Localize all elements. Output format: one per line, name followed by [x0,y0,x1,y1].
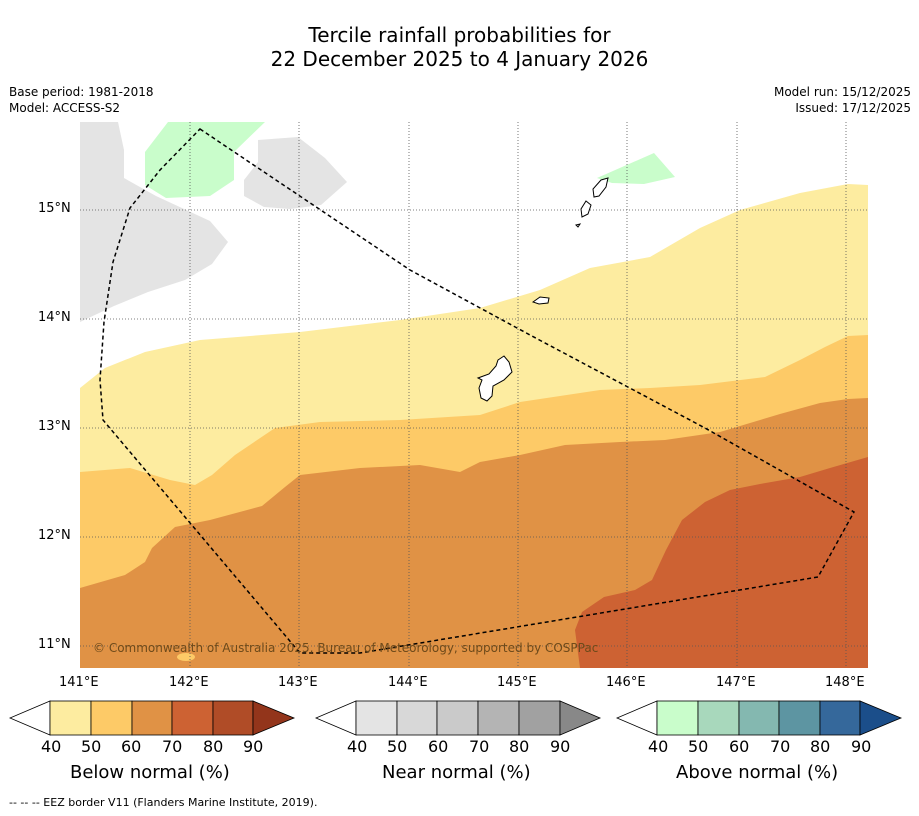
colorbar-below-cell [171,700,214,736]
colorbar-below-high-triangle [252,700,296,736]
colorbar-below-tick: 40 [41,737,62,756]
colorbar-above-tick: 50 [688,737,709,756]
colorbar-below-cell [49,700,92,736]
model-run-label: Model run: 15/12/2025 [773,85,911,99]
colorbar-below-cell [131,700,173,736]
colorbar-below-cell [90,700,133,736]
lat-tick-label: 11°N [38,637,71,652]
colorbar-near-high-triangle [559,700,602,736]
below-normal-small-patch [177,653,195,661]
colorbar-above-tick: 90 [851,737,872,756]
colorbar-near-cell [518,700,561,736]
colorbar-above-tick: 60 [729,737,750,756]
colorbar-below-tick: 70 [162,737,183,756]
colorbar-above-low-triangle [615,700,658,736]
colorbar-near-tick: 80 [509,737,530,756]
lon-tick-label: 144°E [388,675,428,690]
map-title-line-1: Tercile rainfall probabilities for [308,23,611,47]
colorbar-near-cell [396,700,438,736]
lon-tick-label: 141°E [59,675,99,690]
colorbar-above-tick: 70 [770,737,791,756]
colorbar-below-tick: 50 [81,737,102,756]
colorbar-above-cell [738,700,780,736]
lat-tick-label: 12°N [38,528,71,543]
eez-border [99,128,856,654]
colorbar-above-cell [656,700,699,736]
colorbar-below-tick: 80 [203,737,224,756]
colorbar-below-tick: 90 [243,737,264,756]
map-title-line-2: 22 December 2025 to 4 January 2026 [270,47,649,71]
colorbar-near-tick: 50 [387,737,408,756]
lat-tick-label: 13°N [38,419,71,434]
colorbar-below-tick: 60 [121,737,142,756]
colorbar-near-tick: 60 [428,737,449,756]
colorbar-near-cell [436,700,479,736]
colorbar-below-title: Below normal (%) [70,762,230,783]
lat-tick-label: 14°N [38,310,71,325]
colorbar-near-cell [355,700,398,736]
saipan-island [592,177,609,198]
model-label: Model: ACCESS-S2 [9,101,121,115]
colorbar-above-cell [697,700,740,736]
colorbar-above-tick: 40 [648,737,669,756]
colorbar-near-tick: 70 [469,737,490,756]
colorbar-near-tick: 40 [347,737,368,756]
copyright-label: © Commonwealth of Australia 2025, Bureau… [93,641,598,655]
lon-tick-label: 146°E [606,675,646,690]
colorbar-below-low-triangle [8,700,51,736]
colorbar-near-tick: 90 [550,737,571,756]
colorbar-above-title: Above normal (%) [676,762,839,783]
above-normal-region-northwest [145,122,265,198]
near-normal-region-north [244,137,347,209]
tinian-island [580,200,592,218]
aguijan-island [575,223,582,228]
eez-footer-note: -- -- -- EEZ border V11 (Flanders Marine… [9,796,318,809]
colorbar-near-low-triangle [314,700,357,736]
colorbar-near-normal [314,700,602,736]
guam-island [476,355,513,402]
colorbar-above-normal [615,700,903,736]
colorbar-below-cell [212,700,254,736]
lon-tick-label: 148°E [825,675,865,690]
lon-tick-label: 142°E [169,675,209,690]
lon-tick-label: 147°E [716,675,756,690]
base-period-label: Base period: 1981-2018 [9,85,154,99]
island-outlines [476,177,609,402]
near-normal-region-west [80,122,228,322]
lon-tick-label: 143°E [278,675,318,690]
colorbar-below-normal [8,700,296,736]
colorbar-above-high-triangle [859,700,903,736]
colorbar-near-title: Near normal (%) [382,762,531,783]
below-normal-70-80-region [575,457,868,668]
colorbar-above-cell [819,700,861,736]
lon-tick-label: 145°E [497,675,537,690]
lat-tick-label: 15°N [38,201,71,216]
colorbar-near-cell [477,700,520,736]
map-gridlines [80,122,868,668]
colorbar-above-tick: 80 [810,737,831,756]
issued-label: Issued: 17/12/2025 [795,101,911,115]
above-normal-region-northeast [597,153,675,184]
rota-island [531,296,550,305]
colorbar-above-cell [778,700,821,736]
